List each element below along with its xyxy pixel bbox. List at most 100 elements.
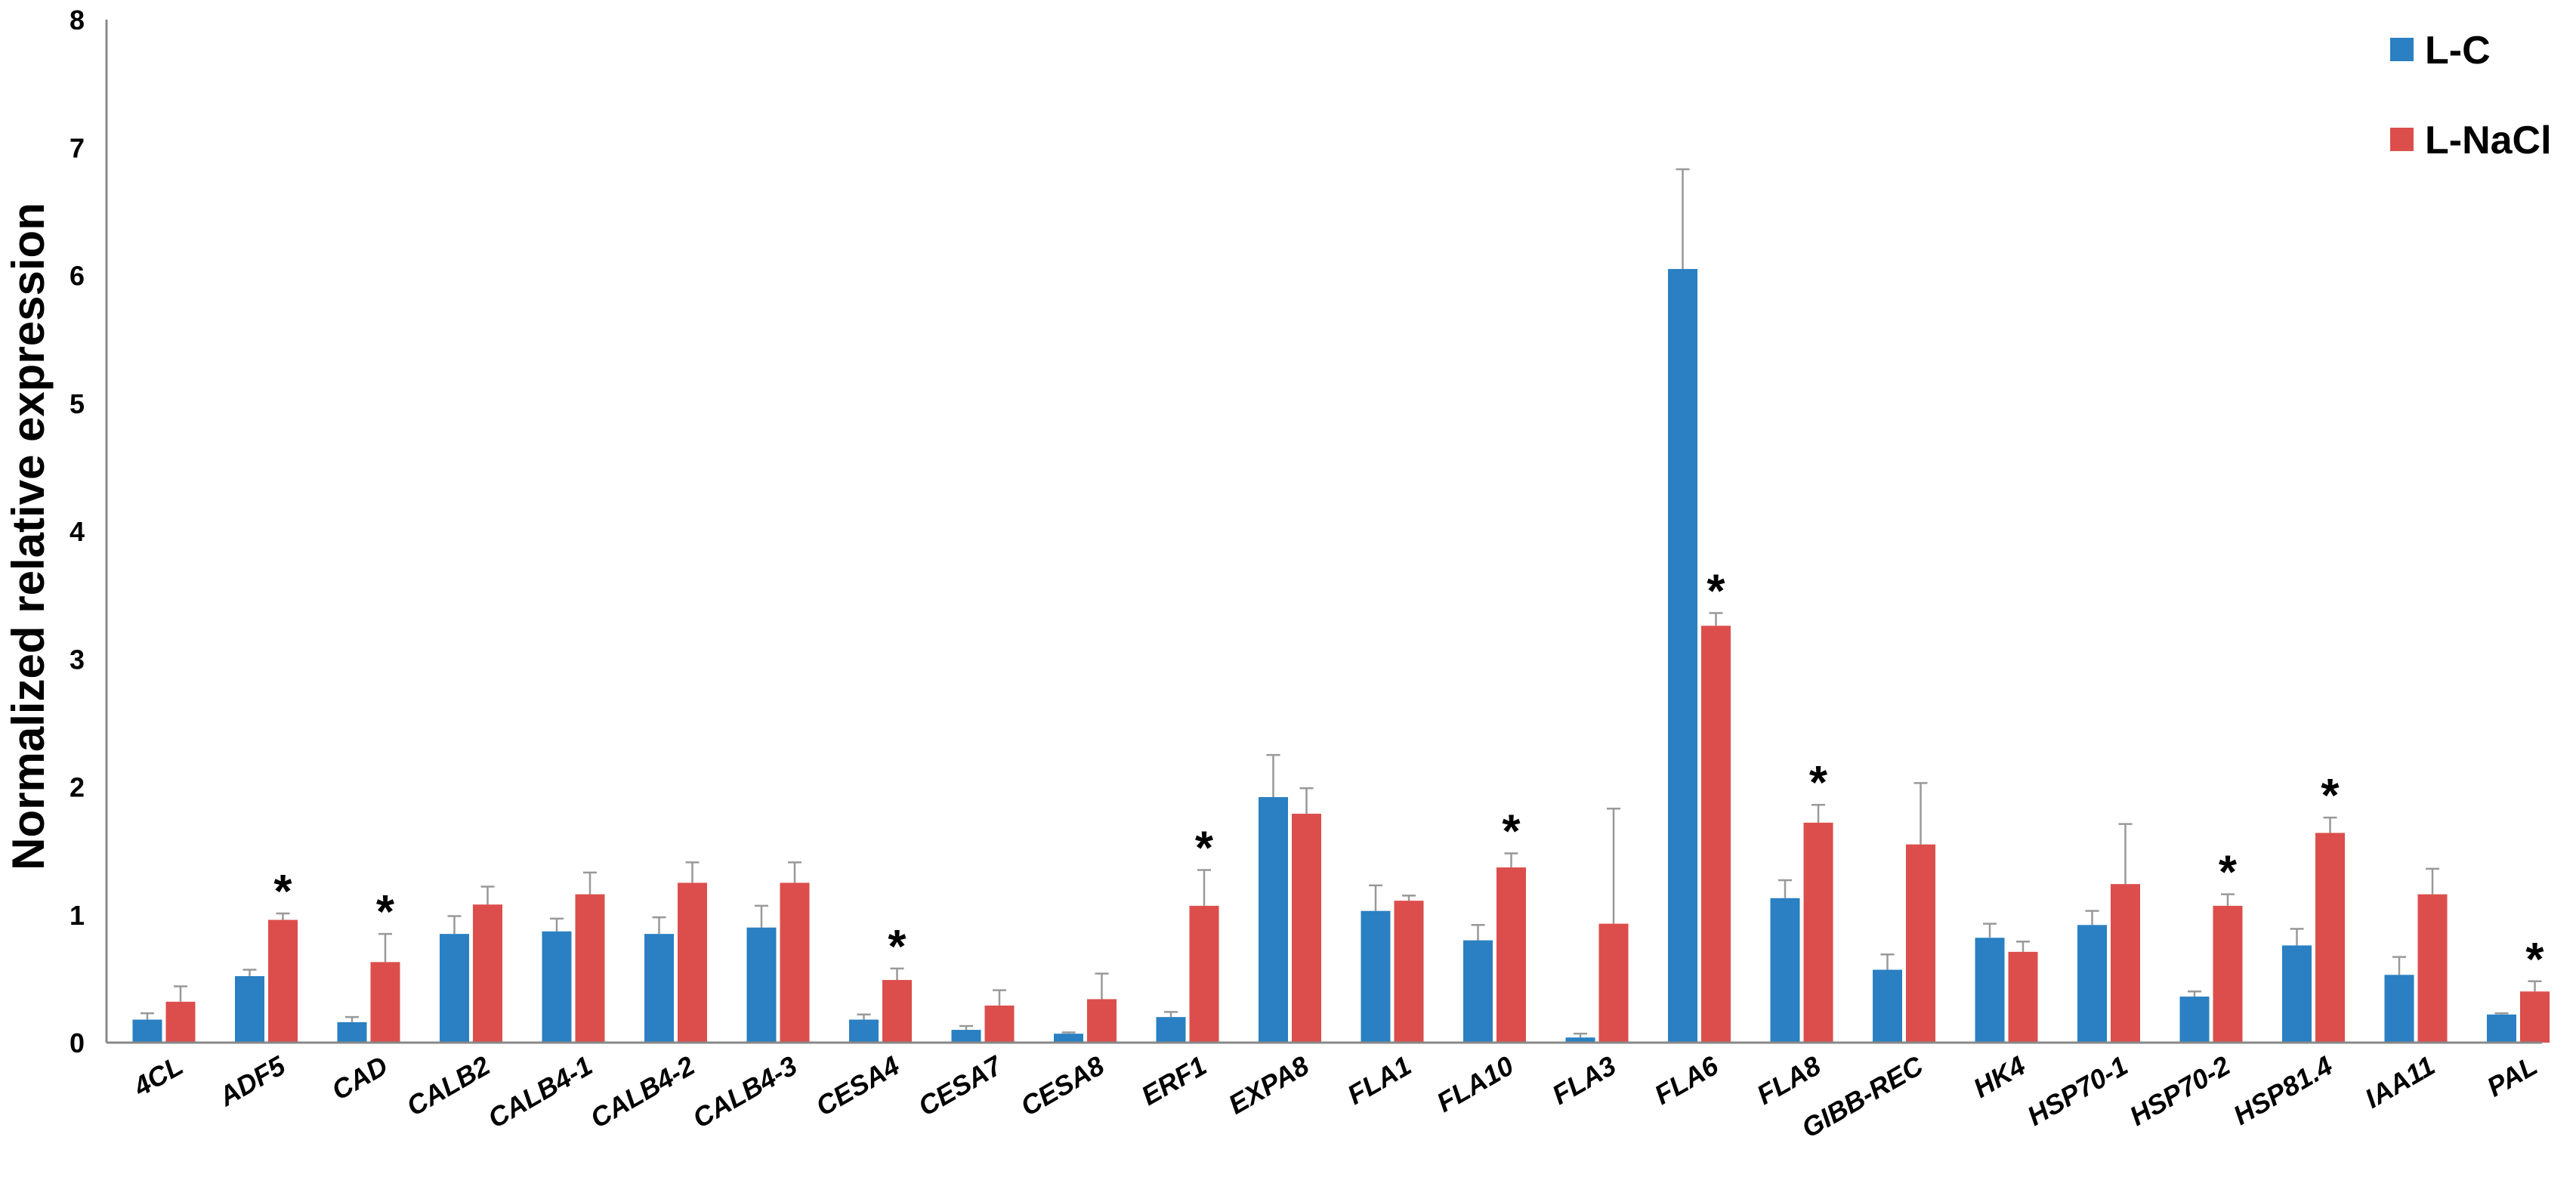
bar-l-c [1668, 269, 1697, 1043]
x-tick-label: HSP70-2 [2124, 1049, 2235, 1132]
bar-l-nacl [1701, 626, 1731, 1043]
bar-l-c [2282, 945, 2312, 1043]
bar-group-calb4-1 [542, 871, 605, 1043]
significance-marker: * [1502, 806, 1521, 858]
x-tick-label: HSP81.4 [2228, 1049, 2337, 1131]
y-tick-label: 3 [69, 644, 85, 675]
bar-l-nacl [2417, 894, 2448, 1043]
bar-l-c [542, 931, 572, 1043]
bar-l-c [2077, 925, 2107, 1043]
bar-l-nacl [370, 962, 400, 1043]
significance-marker: * [1809, 757, 1828, 809]
bar-l-nacl [1906, 844, 1935, 1043]
bar-l-c [132, 1019, 162, 1043]
significance-marker: * [1195, 823, 1214, 875]
bar-group-cesa4: * [849, 921, 912, 1043]
x-tick-label: 4CL [128, 1049, 188, 1102]
bar-l-c [440, 934, 469, 1043]
bar-l-nacl [473, 904, 502, 1043]
bar-l-nacl [1803, 822, 1833, 1043]
bar-l-c [235, 975, 264, 1043]
bar-l-c [337, 1021, 367, 1043]
bar-l-nacl [575, 894, 605, 1043]
x-tick-label: PAL [2482, 1049, 2543, 1102]
bar-l-c [746, 927, 777, 1043]
bar-group-expa8 [1259, 753, 1321, 1043]
significance-marker: * [376, 886, 395, 938]
bar-l-c [2384, 975, 2414, 1043]
significance-marker: * [2525, 934, 2544, 986]
bar-l-nacl [2213, 905, 2243, 1043]
bar-l-c [951, 1030, 981, 1043]
bar-group-hk4 [1975, 922, 2038, 1043]
bar-l-c [2487, 1014, 2516, 1043]
legend: L-C L-NaCl [2390, 29, 2552, 162]
x-tick-label: FLA6 [1649, 1049, 1724, 1111]
bar-l-c [1361, 910, 1391, 1043]
bar-l-nacl [780, 882, 810, 1043]
bar-l-nacl [1394, 901, 1424, 1043]
y-tick-label: 8 [69, 5, 85, 36]
x-tick-label: EXPA8 [1223, 1049, 1314, 1120]
bar-group-gibb-rec [1873, 782, 1935, 1043]
x-tick-label: CALB4-1 [483, 1049, 598, 1134]
bar-l-nacl [2315, 833, 2345, 1043]
bar-l-c [1565, 1037, 1595, 1043]
x-tick-label: FLA10 [1432, 1049, 1519, 1118]
x-tick-label: CESA8 [1015, 1049, 1109, 1122]
bar-l-nacl [678, 882, 707, 1043]
x-tick-label: FLA1 [1342, 1049, 1416, 1111]
legend-label-l-c: L-C [2425, 29, 2491, 73]
x-tick-label: ADF5 [213, 1049, 292, 1113]
significance-marker: * [2321, 770, 2340, 822]
bar-l-c [1054, 1034, 1083, 1043]
bar-group-fla6: * [1668, 168, 1731, 1043]
bar-l-nacl [1598, 923, 1629, 1043]
x-tick-label: CALB4-3 [687, 1049, 802, 1134]
x-tick-label: CALB2 [401, 1049, 495, 1122]
bar-l-c [2179, 997, 2210, 1043]
bar-group-erf1: * [1156, 823, 1219, 1043]
x-tick-label: FLA8 [1752, 1049, 1826, 1111]
bar-l-nacl [882, 980, 912, 1043]
y-tick-label: 1 [69, 900, 85, 931]
x-tick-label: HK4 [1968, 1049, 2031, 1104]
y-tick-label: 5 [69, 388, 85, 419]
bar-group-cad: * [337, 886, 400, 1043]
bar-l-c [1259, 797, 1288, 1043]
bar-group-cesa8 [1054, 972, 1117, 1043]
bar-l-nacl [165, 1001, 196, 1043]
bar-l-c [1975, 938, 2005, 1043]
legend-swatch-l-nacl [2390, 128, 2414, 151]
significance-marker: * [2219, 847, 2238, 899]
bar-l-c [1156, 1017, 1186, 1043]
y-tick-label: 2 [69, 772, 85, 803]
bar-l-nacl [2520, 991, 2550, 1043]
bar-l-nacl [2111, 884, 2140, 1043]
y-tick-label: 7 [69, 132, 85, 163]
x-tick-label: CESA4 [811, 1049, 904, 1122]
bar-group-hsp70-2: * [2179, 847, 2243, 1043]
bar-group-adf5: * [235, 866, 298, 1043]
bar-group-fla8: * [1770, 757, 1833, 1043]
bar-group-4cl [132, 985, 196, 1043]
bar-l-c [1873, 969, 1902, 1043]
bar-group-hsp81.4: * [2282, 770, 2345, 1043]
bar-l-nacl [1087, 999, 1117, 1043]
bar-group-iaa11 [2384, 867, 2448, 1043]
x-tick-label: CALB4-2 [585, 1049, 700, 1134]
y-axis-label: Normalized relative expression [3, 202, 54, 870]
x-tick-label: CESA7 [913, 1049, 1008, 1122]
bar-l-c [644, 934, 674, 1043]
x-tick-label: FLA3 [1547, 1049, 1621, 1111]
bar-l-c [849, 1019, 879, 1043]
bar-group-fla3 [1565, 808, 1629, 1043]
bar-group-hsp70-1 [2077, 823, 2140, 1043]
y-tick-label: 6 [69, 261, 85, 292]
bar-group-pal: * [2487, 934, 2550, 1043]
bar-l-nacl [2008, 951, 2038, 1043]
bar-l-nacl [1189, 905, 1219, 1043]
y-tick-label: 4 [69, 516, 85, 547]
bar-group-fla10: * [1463, 806, 1526, 1043]
